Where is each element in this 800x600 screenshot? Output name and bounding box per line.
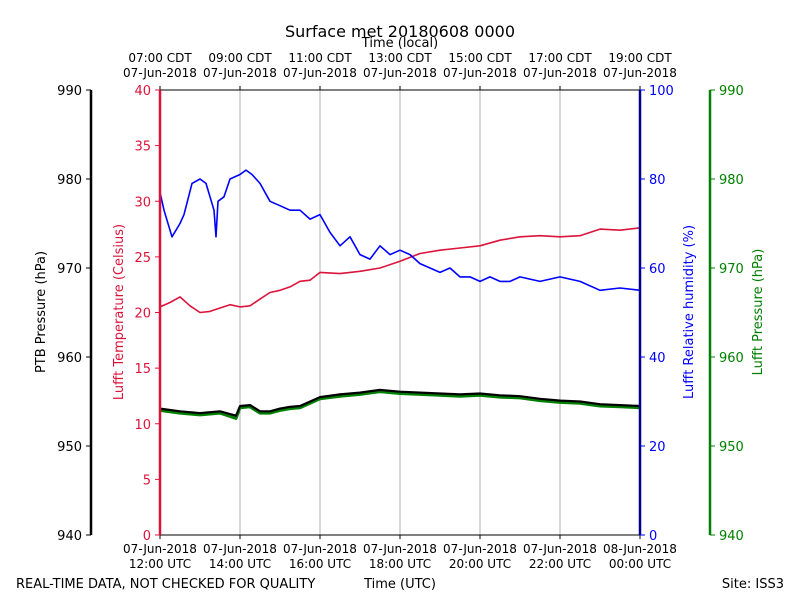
ptb-pressure-tick-label: 950 bbox=[57, 440, 82, 455]
ptb-pressure-tick-label: 940 bbox=[57, 529, 82, 544]
lufft-pressure-tick-label: 990 bbox=[719, 84, 744, 99]
x-tick-label-time: 18:00 UTC bbox=[369, 557, 431, 571]
x-tick-label-time: 00:00 UTC bbox=[609, 557, 671, 571]
x-tick-label-time: 12:00 UTC bbox=[129, 557, 191, 571]
lufft-pressure-tick-label: 960 bbox=[719, 351, 744, 366]
top-tick-label-time: 17:00 CDT bbox=[528, 51, 592, 65]
lufft-relative-humidity-series bbox=[159, 169, 641, 292]
humidity-tick-label: 20 bbox=[649, 440, 666, 455]
x-tick-label-date: 08-Jun-2018 bbox=[603, 542, 677, 556]
lufft-pressure-axis-label: Lufft Pressure (hPa) bbox=[751, 249, 766, 376]
temperature-tick-label: 35 bbox=[134, 140, 151, 155]
top-axis-label: Time (local) bbox=[361, 36, 438, 51]
temperature-tick-label: 15 bbox=[134, 362, 151, 377]
x-tick-label-time: 22:00 UTC bbox=[529, 557, 591, 571]
top-tick-label-time: 07:00 CDT bbox=[128, 51, 192, 65]
x-tick-label-date: 07-Jun-2018 bbox=[283, 542, 357, 556]
top-tick-label-date: 07-Jun-2018 bbox=[443, 66, 517, 80]
temperature-axis-label: Lufft Temperature (Celsius) bbox=[112, 224, 127, 400]
ptb-pressure-tick-label: 990 bbox=[57, 84, 82, 99]
temperature-tick-label: 0 bbox=[143, 529, 151, 544]
lufft-pressure-tick-label: 970 bbox=[719, 262, 744, 277]
lufft-pressure-tick-label: 950 bbox=[719, 440, 744, 455]
ptb-pressure-axis-label: PTB Pressure (hPa) bbox=[34, 251, 49, 373]
site-label: Site: ISS3 bbox=[722, 577, 784, 592]
top-tick-label-time: 15:00 CDT bbox=[448, 51, 512, 65]
temperature-tick-label: 20 bbox=[134, 307, 151, 322]
ptb-pressure-tick-label: 980 bbox=[57, 173, 82, 188]
lufft-pressure-tick-label: 940 bbox=[719, 529, 744, 544]
ptb-pressure-tick-label: 960 bbox=[57, 351, 82, 366]
humidity-tick-label: 0 bbox=[649, 529, 657, 544]
x-tick-label-date: 07-Jun-2018 bbox=[363, 542, 437, 556]
temperature-tick-label: 5 bbox=[143, 473, 151, 488]
top-tick-label-date: 07-Jun-2018 bbox=[203, 66, 277, 80]
lufft-pressure-tick-label: 980 bbox=[719, 173, 744, 188]
x-tick-label-date: 07-Jun-2018 bbox=[123, 542, 197, 556]
temperature-tick-label: 30 bbox=[134, 195, 151, 210]
top-tick-label-date: 07-Jun-2018 bbox=[283, 66, 357, 80]
gridlines bbox=[239, 90, 561, 535]
humidity-axis-label: Lufft Relative humidity (%) bbox=[682, 225, 697, 399]
x-tick-label-time: 14:00 UTC bbox=[209, 557, 271, 571]
temperature-tick-label: 25 bbox=[134, 251, 151, 266]
top-tick-label-date: 07-Jun-2018 bbox=[523, 66, 597, 80]
top-tick-label-date: 07-Jun-2018 bbox=[123, 66, 197, 80]
humidity-tick-label: 80 bbox=[649, 173, 666, 188]
ptb-pressure-series bbox=[159, 388, 641, 417]
temperature-tick-label: 10 bbox=[134, 418, 151, 433]
footer-quality-note: REAL-TIME DATA, NOT CHECKED FOR QUALITY bbox=[16, 577, 315, 592]
top-tick-label-time: 19:00 CDT bbox=[608, 51, 672, 65]
humidity-tick-label: 60 bbox=[649, 262, 666, 277]
top-tick-label-time: 13:00 CDT bbox=[368, 51, 432, 65]
chart-title: Surface met 20180608 0000 bbox=[285, 22, 515, 41]
x-tick-label-time: 20:00 UTC bbox=[449, 557, 511, 571]
temperature-tick-label: 40 bbox=[134, 84, 151, 99]
series-layer bbox=[159, 169, 641, 420]
top-tick-label-time: 09:00 CDT bbox=[208, 51, 272, 65]
x-tick-label-date: 07-Jun-2018 bbox=[523, 542, 597, 556]
humidity-tick-label: 100 bbox=[649, 84, 674, 99]
x-tick-label-date: 07-Jun-2018 bbox=[203, 542, 277, 556]
ptb-pressure-tick-label: 970 bbox=[57, 262, 82, 277]
top-tick-label-date: 07-Jun-2018 bbox=[603, 66, 677, 80]
x-tick-label-time: 16:00 UTC bbox=[289, 557, 351, 571]
humidity-tick-label: 40 bbox=[649, 351, 666, 366]
top-tick-label-date: 07-Jun-2018 bbox=[363, 66, 437, 80]
lufft-temperature-series bbox=[159, 227, 641, 314]
x-axis-label: Time (UTC) bbox=[363, 577, 436, 592]
top-tick-label-time: 11:00 CDT bbox=[288, 51, 352, 65]
x-tick-label-date: 07-Jun-2018 bbox=[443, 542, 517, 556]
